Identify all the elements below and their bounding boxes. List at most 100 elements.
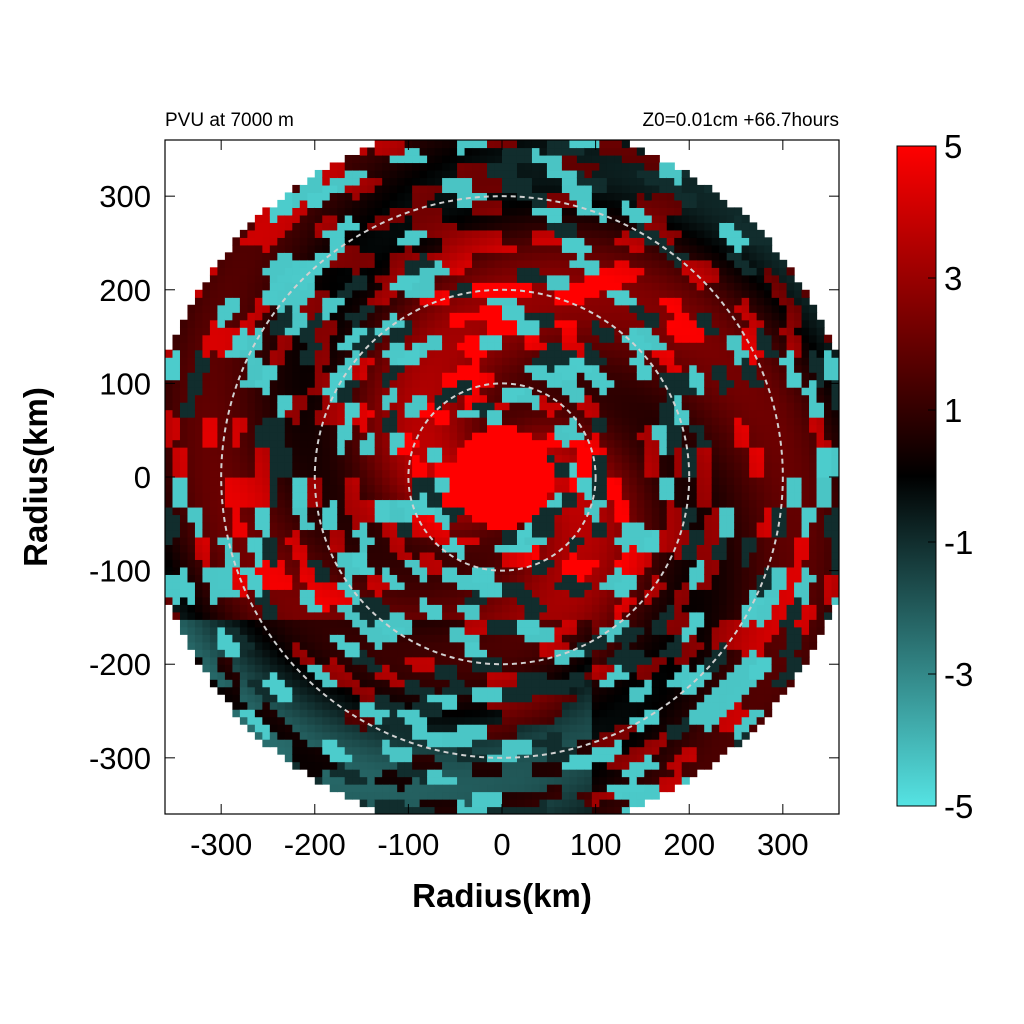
heatmap-cell	[434, 506, 443, 516]
heatmap-cell	[614, 319, 623, 328]
heatmap-cell	[502, 454, 511, 463]
heatmap-cell	[179, 454, 189, 463]
heatmap-cell	[322, 491, 331, 501]
heatmap-cell	[509, 319, 518, 328]
heatmap-cell	[472, 462, 481, 471]
heatmap-cell	[367, 761, 376, 770]
heatmap-cell	[539, 506, 548, 516]
heatmap-cell	[359, 754, 368, 763]
heatmap-cell	[337, 162, 346, 171]
heatmap-cell	[621, 671, 630, 680]
heatmap-cell	[202, 619, 211, 628]
heatmap-cell	[389, 596, 398, 605]
heatmap-cell	[397, 806, 406, 814]
heatmap-cell	[576, 297, 585, 306]
heatmap-cell	[531, 177, 541, 186]
heatmap-cell	[494, 364, 503, 373]
heatmap-cell	[277, 521, 286, 531]
heatmap-cell	[247, 701, 256, 710]
heatmap-cell	[591, 274, 600, 283]
heatmap-cell	[165, 387, 174, 396]
heatmap-cell	[419, 357, 428, 366]
heatmap-cell	[292, 484, 301, 493]
heatmap-cell	[502, 761, 511, 770]
heatmap-cell	[382, 237, 391, 246]
heatmap-cell	[359, 484, 368, 493]
heatmap-cell	[509, 506, 518, 516]
heatmap-cell	[576, 387, 585, 396]
heatmap-cell	[591, 799, 600, 808]
heatmap-cell	[277, 626, 286, 635]
heatmap-cell	[442, 304, 451, 313]
heatmap-cell	[329, 604, 338, 613]
heatmap-cell	[165, 581, 174, 590]
heatmap-cell	[284, 716, 293, 725]
heatmap-cell	[404, 776, 413, 785]
heatmap-cell	[494, 529, 503, 538]
heatmap-cell	[472, 289, 481, 298]
heatmap-cell	[419, 229, 428, 238]
heatmap-cell	[344, 686, 353, 695]
heatmap-cell	[442, 432, 451, 441]
heatmap-cell	[487, 731, 496, 740]
heatmap-cell	[194, 529, 204, 538]
heatmap-cell	[509, 761, 518, 770]
heatmap-cell	[464, 776, 473, 785]
heatmap-cell	[434, 312, 443, 321]
heatmap-cell	[457, 319, 466, 328]
heatmap-cell	[606, 162, 615, 171]
heatmap-cell	[524, 611, 533, 620]
heatmap-cell	[546, 731, 556, 740]
heatmap-cell	[232, 237, 241, 246]
heatmap-cell	[329, 379, 338, 388]
heatmap-cell	[569, 447, 578, 456]
heatmap-cell	[344, 679, 353, 688]
heatmap-cell	[531, 664, 541, 673]
heatmap-cell	[472, 439, 481, 448]
heatmap-cell	[224, 274, 233, 283]
heatmap-cell	[352, 334, 361, 343]
heatmap-cell	[434, 574, 443, 583]
heatmap-cell	[262, 222, 271, 231]
heatmap-cell	[576, 364, 585, 373]
heatmap-cell	[479, 364, 488, 373]
heatmap-cell	[457, 192, 466, 201]
heatmap-cell	[516, 387, 526, 396]
heatmap-cell	[292, 312, 301, 321]
heatmap-cell	[599, 289, 608, 298]
heatmap-cell	[434, 731, 443, 740]
heatmap-cell	[464, 581, 473, 590]
heatmap-cell	[569, 162, 578, 171]
heatmap-cell	[217, 327, 226, 336]
heatmap-cell	[389, 739, 398, 748]
heatmap-cell	[546, 237, 556, 246]
heatmap-cell	[412, 424, 421, 433]
heatmap-cell	[374, 566, 383, 575]
heatmap-cell	[569, 649, 578, 658]
heatmap-cell	[614, 521, 623, 531]
heatmap-cell	[472, 769, 481, 778]
heatmap-cell	[614, 342, 623, 351]
heatmap-cell	[546, 432, 556, 441]
heatmap-cell	[576, 462, 585, 471]
heatmap-cell	[412, 664, 421, 673]
heatmap-cell	[546, 297, 556, 306]
heatmap-cell	[502, 671, 511, 680]
heatmap-cell	[494, 192, 503, 201]
heatmap-cell	[352, 491, 361, 501]
heatmap-cell	[404, 289, 413, 298]
heatmap-cell	[591, 769, 600, 778]
heatmap-cell	[554, 649, 563, 658]
heatmap-cell	[561, 319, 570, 328]
heatmap-cell	[524, 469, 533, 478]
heatmap-cell	[359, 177, 368, 186]
heatmap-cell	[194, 462, 204, 471]
heatmap-cell	[434, 484, 443, 493]
heatmap-cell	[621, 521, 630, 531]
heatmap-cell	[247, 447, 256, 456]
heatmap-cell	[202, 506, 211, 516]
heatmap-cell	[449, 417, 458, 426]
heatmap-cell	[584, 147, 593, 156]
heatmap-cell	[314, 776, 323, 785]
heatmap-cell	[389, 769, 398, 778]
